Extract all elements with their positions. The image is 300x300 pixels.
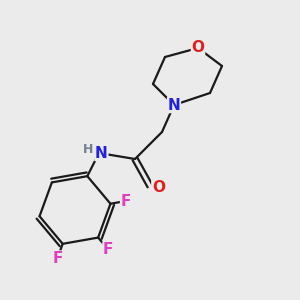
Text: F: F — [121, 194, 131, 208]
Text: O: O — [152, 180, 165, 195]
Text: F: F — [103, 242, 113, 257]
Text: N: N — [168, 98, 180, 112]
Text: F: F — [52, 251, 62, 266]
Text: O: O — [191, 40, 205, 56]
Text: N: N — [95, 146, 108, 160]
Text: H: H — [83, 143, 94, 156]
